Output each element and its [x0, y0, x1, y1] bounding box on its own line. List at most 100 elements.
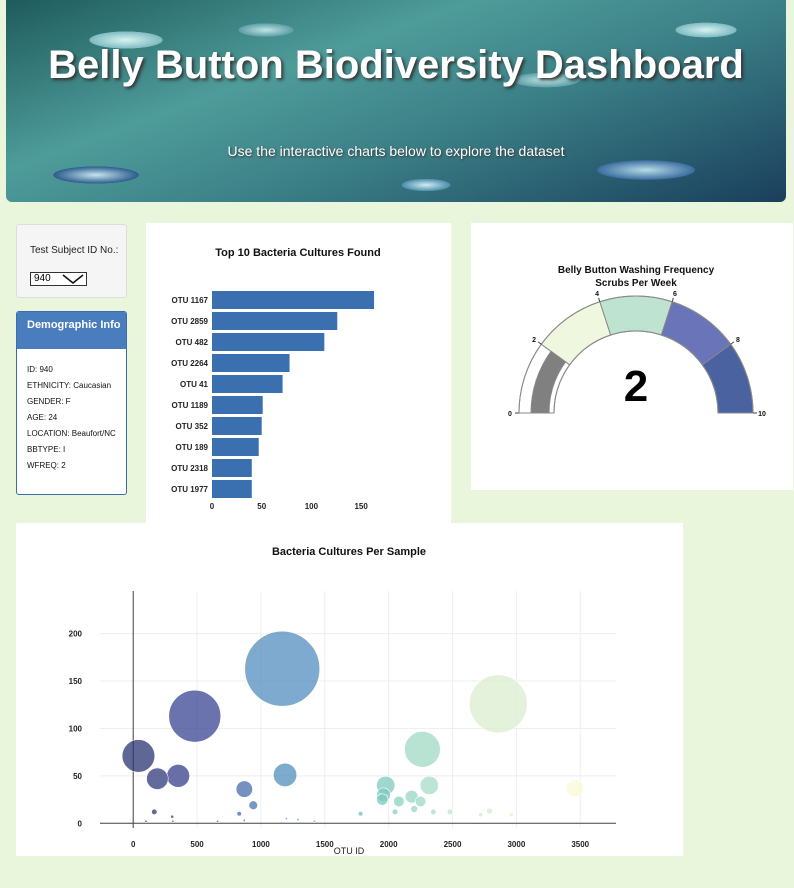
bubble	[566, 779, 584, 797]
x-tick-label: 3000	[507, 840, 525, 849]
top10-bar-chart-panel: Top 10 Bacteria Cultures Found OTU 1167 OT…	[146, 223, 451, 523]
demographic-item: ID: 940	[27, 365, 53, 374]
x-axis-label: OTU ID	[334, 846, 365, 856]
y-tick-label: 50	[73, 772, 82, 781]
gauge-tick	[730, 341, 735, 345]
bubble-chart-title: Bacteria Cultures Per Sample	[272, 546, 426, 558]
gauge-subtitle: Scrubs Per Week	[595, 278, 677, 289]
gauge-tick-label: 8	[736, 337, 740, 344]
x-tick-label: 500	[190, 840, 204, 849]
demographic-item: GENDER: F	[27, 397, 71, 406]
bubble	[486, 807, 493, 815]
bubble	[216, 819, 220, 823]
bubble	[391, 808, 399, 815]
x-tick-label: 0	[210, 502, 215, 511]
demographic-item: BBTYPE: I	[27, 445, 66, 454]
bar-category-label: OTU 189	[176, 443, 209, 452]
bar-category-label: OTU 2859	[171, 317, 208, 326]
bubble	[151, 808, 158, 815]
bar-category-label: OTU 1167	[172, 296, 209, 305]
page-subtitle: Use the interactive charts below to expl…	[227, 143, 565, 159]
top10-bar-chart: Top 10 Bacteria Cultures Found OTU 1167 OT…	[171, 247, 381, 511]
bubble	[313, 819, 317, 823]
header-banner: Belly Button Biodiversity Dashboard Use …	[6, 0, 786, 202]
gauge-tick-label: 10	[758, 411, 766, 418]
x-tick-label: 150	[354, 502, 368, 511]
bubble	[376, 793, 389, 806]
bubble	[404, 731, 441, 768]
gauge-tick-label: 0	[508, 411, 512, 418]
gauge-tick-label: 2	[532, 337, 536, 344]
gauge-value-bar	[530, 350, 567, 414]
bar-category-label: OTU 1189	[172, 401, 209, 410]
bar	[212, 438, 259, 456]
gauge-title: Belly Button Washing Frequency	[558, 265, 715, 276]
bar-category-label: OTU 482	[176, 338, 209, 347]
bar	[212, 396, 263, 414]
x-tick-label: 1500	[316, 840, 334, 849]
bubble	[170, 814, 175, 819]
bar	[212, 312, 338, 330]
bubble	[296, 817, 300, 821]
bubble	[168, 689, 222, 743]
y-tick-label: 0	[78, 819, 83, 828]
gauge-border	[518, 295, 754, 414]
gauge-value: 2	[624, 362, 648, 411]
bar-chart-title: Top 10 Bacteria Cultures Found	[215, 247, 380, 259]
washing-frequency-gauge: Belly Button Washing Frequency Scrubs Per…	[508, 265, 766, 418]
bubble	[508, 812, 514, 818]
bubble	[146, 767, 169, 790]
bar	[212, 480, 252, 498]
bubble	[446, 808, 454, 815]
bubble	[248, 800, 258, 810]
washing-gauge-panel: Belly Button Washing Frequency Scrubs Per…	[471, 223, 793, 490]
bar-category-label: OTU 2318	[171, 464, 208, 473]
bar-category-label: OTU 2264	[171, 359, 208, 368]
y-tick-label: 100	[69, 724, 83, 733]
bubble	[357, 811, 364, 817]
subject-id-value: 940	[34, 273, 51, 284]
bar	[212, 375, 283, 393]
x-tick-label: 3500	[571, 840, 589, 849]
bubble	[242, 818, 246, 822]
bubble	[284, 817, 288, 821]
bubble	[393, 795, 405, 808]
bubble-chart: Bacteria Cultures Per Sample 0 50 100 150 200…	[69, 546, 616, 856]
chevron-down-icon	[62, 274, 84, 285]
demographic-item: LOCATION: Beaufort/NC	[27, 429, 116, 438]
bar	[212, 333, 325, 351]
bar-category-label: OTU 352	[176, 422, 209, 431]
bar	[212, 459, 252, 477]
bubble	[236, 811, 242, 817]
bubble	[144, 819, 148, 823]
gauge-tick	[598, 297, 601, 302]
demographic-info-title: Demographic Info	[17, 312, 126, 349]
x-tick-label: 2000	[380, 840, 398, 849]
y-tick-label: 150	[69, 677, 83, 686]
bar	[212, 417, 262, 435]
bubble	[166, 764, 190, 788]
bubble	[419, 775, 439, 795]
bar	[212, 354, 290, 372]
subject-selector-label: Test Subject ID No.:	[30, 245, 119, 256]
demographic-info-list: ID: 940 ETHNICITY: Caucasian GENDER: F AGE:…	[17, 349, 126, 470]
x-tick-label: 0	[131, 840, 136, 849]
demographic-item: ETHNICITY: Caucasian	[27, 381, 112, 390]
bar-category-label: OTU 41	[180, 380, 209, 389]
page-title: Belly Button Biodiversity Dashboard	[48, 43, 744, 87]
bubble	[478, 812, 483, 818]
bar-category-label: OTU 1977	[171, 485, 208, 494]
bubble	[121, 739, 156, 773]
demographic-item: AGE: 24	[27, 413, 58, 422]
bubble	[469, 674, 528, 734]
x-tick-label: 2500	[444, 840, 462, 849]
bubble	[414, 795, 427, 808]
subject-id-select[interactable]: 940	[30, 272, 87, 286]
bubble	[273, 762, 298, 787]
gauge-band	[599, 295, 673, 336]
subject-selector-panel: Test Subject ID No.: 940	[16, 224, 127, 298]
gauge-tick-label: 6	[673, 291, 677, 298]
demographic-item: WFREQ: 2	[27, 461, 66, 470]
bubble	[410, 805, 418, 813]
bubble	[430, 808, 437, 815]
